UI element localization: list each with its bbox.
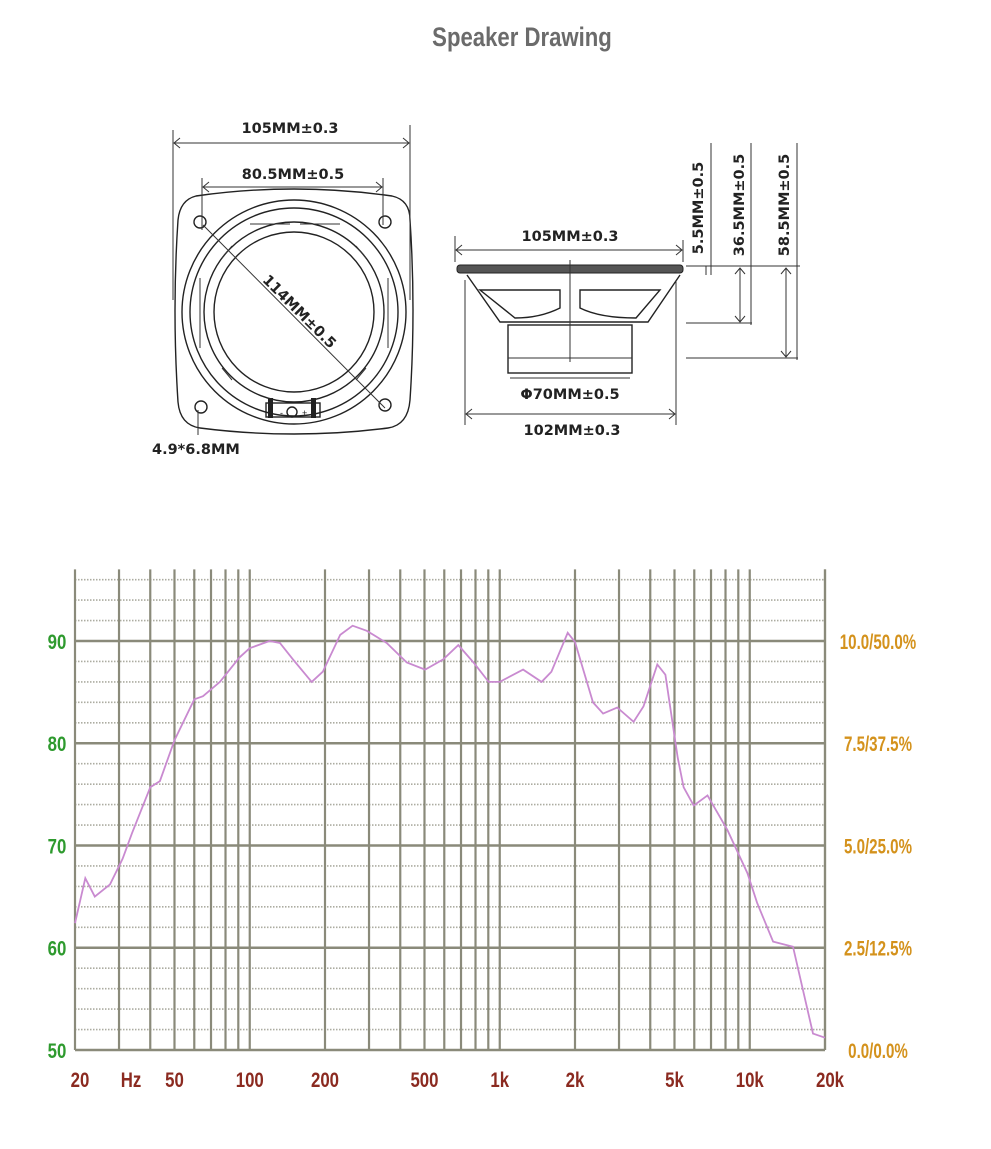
x-tick-label: 1k	[490, 1069, 509, 1092]
y-tick-label-left: 90	[48, 631, 67, 654]
basket-width-dim: 102MM±0.3	[524, 423, 621, 439]
flange-height-dim: 5.5MM±0.5	[691, 162, 707, 254]
total-depth-dim: 58.5MM±0.5	[777, 154, 793, 256]
axis-labels: 90 80 70 60 50 10.0/50.0% 7.5/37.5% 5.0/25.0% 2.…	[48, 629, 917, 1092]
y-tick-label-left: 70	[48, 836, 67, 859]
hole-spacing-dim: 80.5MM±0.5	[242, 167, 344, 183]
x-tick-label: 10k	[736, 1069, 764, 1092]
side-view: 105MM±0.3 Φ70MM±0.5 102MM±0.3 5.5MM±0.5 …	[454, 143, 800, 439]
speaker-drawing: - + 105MM±0.3 80.5MM±0.5 114MM±0.5 4.9*6…	[152, 121, 800, 458]
y-tick-label-right: 2.5/12.5%	[844, 936, 912, 960]
y-tick-label-left: 80	[48, 734, 67, 757]
y-tick-label-left: 50	[48, 1040, 67, 1063]
chart-grid	[73, 569, 827, 1052]
x-tick-label: 2k	[566, 1069, 585, 1092]
y-tick-label-right: 5.0/25.0%	[844, 834, 912, 858]
x-tick-label: 500	[410, 1069, 438, 1092]
x-tick-label: 20	[71, 1069, 90, 1092]
y-tick-label-left: 60	[48, 938, 67, 961]
flange-width-dim: 105MM±0.3	[522, 229, 619, 245]
y-tick-label-right: 7.5/37.5%	[844, 732, 912, 756]
y-tick-label-right: 0.0/0.0%	[848, 1038, 908, 1062]
mounting-depth-dim: 36.5MM±0.5	[732, 154, 748, 256]
x-tick-label: 200	[311, 1069, 339, 1092]
magnet-diameter-dim: Φ70MM±0.5	[520, 387, 619, 403]
x-tick-label: 20k	[816, 1069, 844, 1092]
front-width-dim: 105MM±0.3	[242, 121, 339, 137]
mount-hole-dim: 4.9*6.8MM	[152, 442, 240, 458]
x-tick-label: 5k	[665, 1069, 684, 1092]
x-tick-label: 50	[165, 1069, 184, 1092]
x-tick-label: 100	[236, 1069, 264, 1092]
y-tick-label-right: 10.0/50.0%	[840, 629, 916, 653]
x-unit-label: Hz	[121, 1069, 142, 1092]
terminal-minus-label: -	[280, 408, 283, 418]
terminal-plus-label: +	[302, 408, 307, 418]
response-curve	[74, 624, 826, 1039]
page-title: Speaker Drawing	[432, 22, 612, 52]
